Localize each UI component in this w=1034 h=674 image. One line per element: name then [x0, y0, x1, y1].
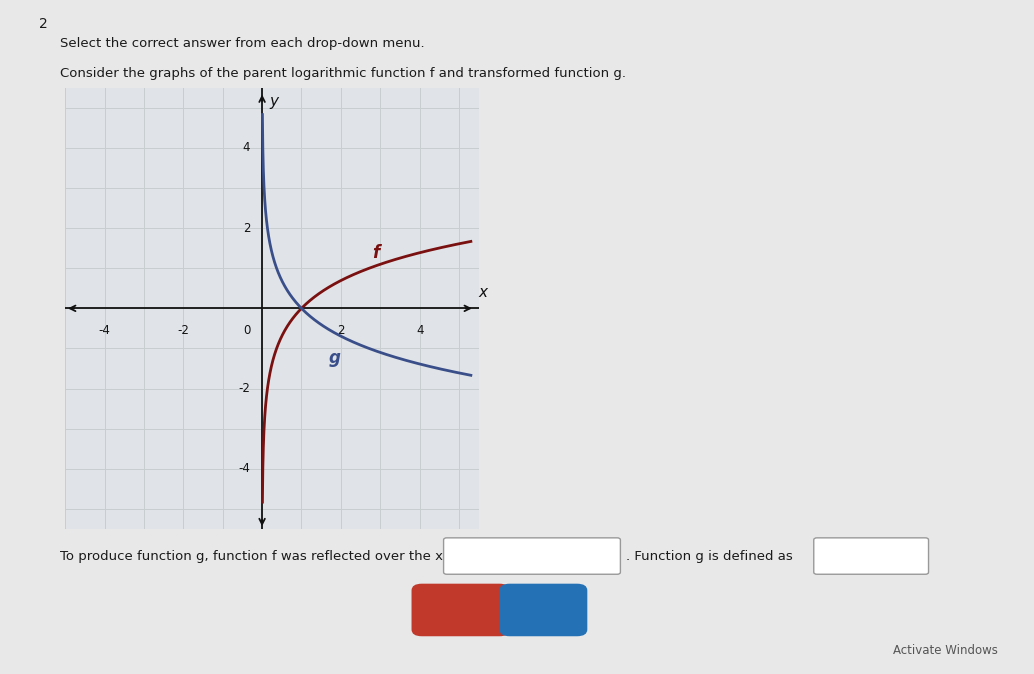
Text: 2: 2	[337, 324, 344, 338]
Text: v: v	[606, 551, 612, 561]
Text: Next: Next	[526, 603, 560, 617]
Text: 4: 4	[416, 324, 423, 338]
Text: v: v	[914, 551, 920, 561]
Text: y: y	[269, 94, 278, 109]
Text: 0: 0	[243, 324, 250, 338]
Text: Select the correct answer from each drop-down menu.: Select the correct answer from each drop…	[60, 37, 425, 50]
Text: f: f	[372, 244, 379, 262]
Text: -4: -4	[98, 324, 111, 338]
Text: Consider the graphs of the parent logarithmic function f and transformed functio: Consider the graphs of the parent logari…	[60, 67, 626, 80]
Text: . Function g is defined as: . Function g is defined as	[626, 549, 792, 563]
Text: To produce function g, function f was reflected over the x-axis and: To produce function g, function f was re…	[60, 549, 504, 563]
FancyBboxPatch shape	[412, 584, 510, 636]
Text: Activate Windows: Activate Windows	[893, 644, 998, 657]
Text: Reset: Reset	[439, 603, 482, 617]
FancyBboxPatch shape	[814, 538, 929, 574]
Text: 4: 4	[243, 142, 250, 154]
Text: -2: -2	[239, 382, 250, 395]
Text: -4: -4	[239, 462, 250, 475]
Text: -2: -2	[178, 324, 189, 338]
Text: 2: 2	[39, 17, 48, 31]
Text: g: g	[329, 348, 341, 367]
Text: x: x	[479, 284, 488, 299]
Text: 2: 2	[243, 222, 250, 235]
FancyBboxPatch shape	[499, 584, 587, 636]
FancyBboxPatch shape	[444, 538, 620, 574]
